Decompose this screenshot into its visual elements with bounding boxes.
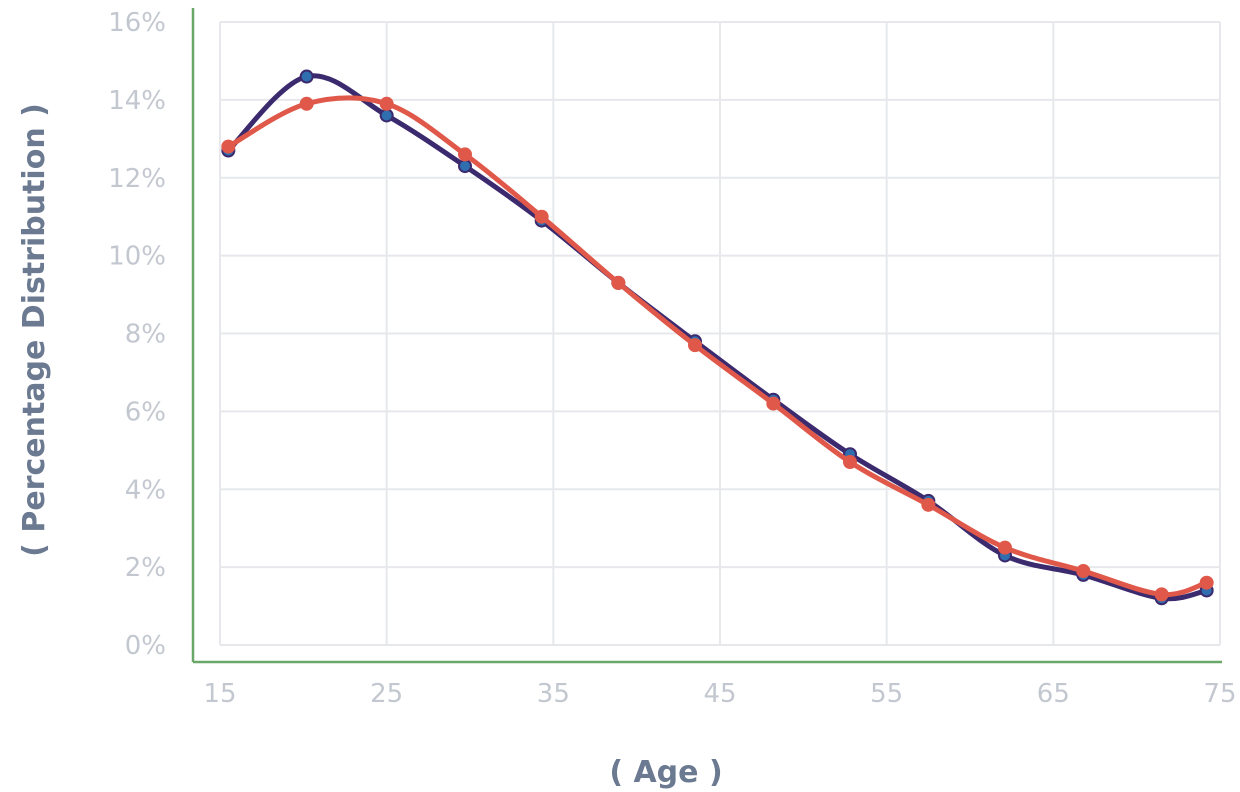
series-2-point (1076, 564, 1091, 579)
series-2-point (1199, 575, 1214, 590)
series-2-point (688, 338, 702, 353)
series-2-point (379, 96, 394, 111)
series-1-point (379, 108, 394, 123)
series-2-line (225, 95, 1210, 598)
y-tick-label: 16% (108, 8, 166, 38)
y-axis-title: ( Percentage Distribution ) (17, 103, 52, 557)
y-tick-label: 12% (108, 164, 166, 194)
series-2-point (921, 497, 936, 512)
x-tick-label: 75 (1203, 679, 1236, 709)
y-tick-labels: 0% 2% 4% 6% 8% 10% 12% 14% 16% (108, 8, 166, 661)
y-tick-label: 4% (125, 475, 166, 505)
series-2-point (299, 96, 314, 111)
series-2-point (534, 209, 549, 224)
series-2-point (611, 275, 626, 290)
x-tick-label: 35 (537, 679, 570, 709)
series-2-point (1154, 587, 1169, 602)
series-2 (221, 95, 1214, 602)
x-tick-label: 25 (370, 679, 403, 709)
grid-lines (219, 21, 1221, 646)
series-1-point (299, 69, 314, 84)
y-tick-label: 14% (108, 86, 166, 116)
series-1-line (225, 73, 1210, 602)
x-tick-label: 65 (1037, 679, 1070, 709)
series-2-point (458, 147, 472, 162)
series-1 (221, 69, 1214, 606)
axes (191, 8, 1222, 664)
x-tick-labels: 15 25 35 45 55 65 75 (203, 679, 1236, 709)
x-tick-label: 55 (870, 679, 903, 709)
series-layer (221, 69, 1214, 606)
series-1-point (458, 159, 472, 174)
x-tick-label: 45 (703, 679, 736, 709)
y-tick-label: 10% (108, 242, 166, 272)
series-2-point (221, 139, 236, 154)
y-tick-label: 2% (125, 553, 166, 583)
series-2-point (998, 540, 1012, 555)
y-tick-label: 6% (125, 397, 166, 427)
x-tick-label: 15 (203, 679, 236, 709)
y-tick-label: 8% (125, 320, 166, 350)
y-tick-label: 0% (125, 631, 166, 661)
x-axis-title: ( Age ) (609, 755, 722, 790)
series-2-point (843, 454, 857, 469)
series-2-point (766, 396, 781, 411)
